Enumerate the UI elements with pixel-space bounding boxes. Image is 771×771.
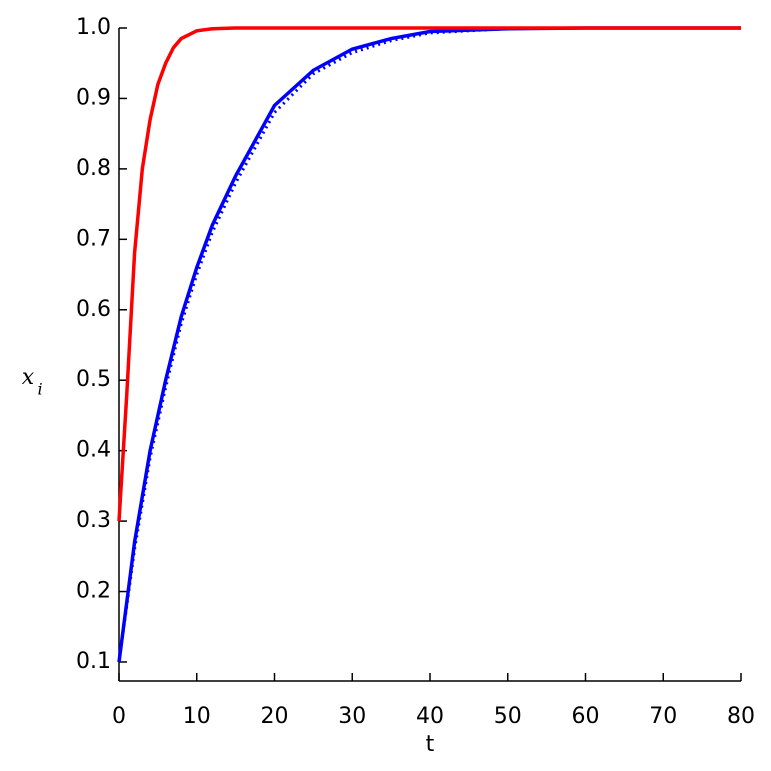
y-tick-label: 0.4	[76, 438, 111, 463]
y-tick-label: 0.5	[76, 367, 111, 392]
y-tick-label: 0.8	[76, 156, 111, 181]
data-line	[117, 26, 741, 522]
data-line	[117, 26, 741, 663]
y-axis-label-subscript: i	[37, 380, 42, 399]
y-tick-label: 1.0	[76, 15, 111, 40]
y-tick-label: 0.7	[76, 226, 111, 251]
x-tick-label: 80	[727, 704, 755, 729]
y-tick-label: 0.2	[76, 579, 111, 604]
data-line	[117, 26, 741, 663]
x-tick-label: 40	[416, 704, 444, 729]
x-tick-label: 10	[183, 704, 211, 729]
x-tick-label: 30	[338, 704, 366, 729]
y-axis-label: x	[22, 365, 35, 390]
y-tick-label: 0.6	[76, 297, 111, 322]
y-tick-label: 0.3	[76, 508, 111, 533]
x-axis-label: t	[426, 732, 435, 757]
x-tick-label: 50	[494, 704, 522, 729]
x-tick-label: 0	[112, 704, 126, 729]
y-tick-label: 0.1	[76, 649, 111, 674]
y-tick-label: 0.9	[76, 85, 111, 110]
x-tick-label: 60	[572, 704, 600, 729]
x-tick-label: 70	[649, 704, 677, 729]
x-tick-label: 20	[261, 704, 289, 729]
